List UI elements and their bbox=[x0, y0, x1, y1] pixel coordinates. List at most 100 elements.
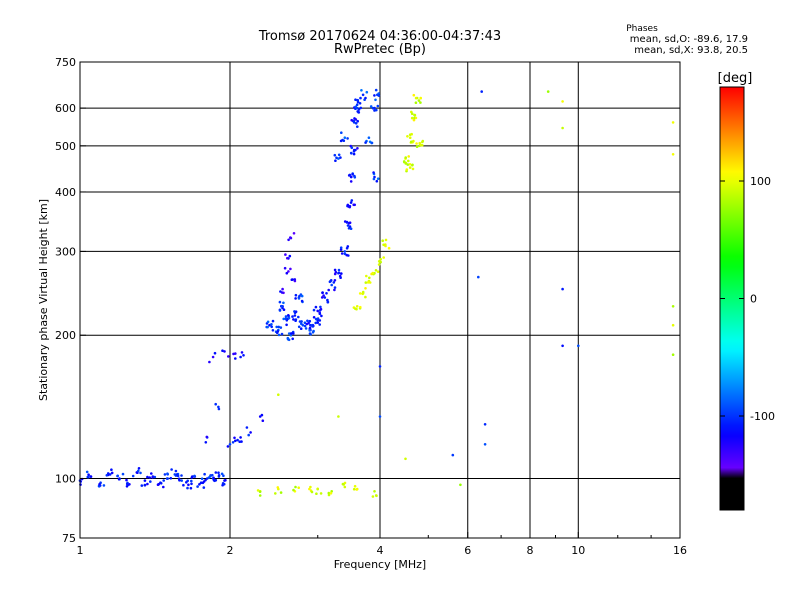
data-point bbox=[221, 482, 225, 485]
data-point bbox=[358, 102, 362, 105]
data-point bbox=[333, 268, 337, 272]
data-point bbox=[360, 89, 363, 92]
data-point bbox=[350, 118, 354, 122]
data-point bbox=[671, 323, 675, 327]
data-point bbox=[411, 167, 415, 171]
data-point bbox=[322, 294, 325, 297]
x-tick-label: 4 bbox=[377, 544, 384, 557]
data-point bbox=[186, 479, 189, 483]
data-point bbox=[339, 246, 343, 249]
colorbar-tick-label: 0 bbox=[750, 293, 757, 306]
data-point bbox=[379, 260, 383, 264]
colorbar-tick-label: -100 bbox=[750, 410, 775, 423]
data-point bbox=[205, 435, 209, 439]
data-point bbox=[131, 474, 135, 478]
data-point bbox=[330, 490, 334, 493]
data-point bbox=[477, 275, 480, 279]
data-point bbox=[125, 482, 129, 486]
data-point bbox=[102, 484, 106, 487]
data-point bbox=[355, 488, 359, 491]
data-point bbox=[256, 489, 260, 492]
data-point bbox=[189, 486, 193, 490]
data-point bbox=[284, 315, 288, 318]
data-point bbox=[178, 479, 181, 482]
data-point bbox=[326, 300, 330, 304]
data-point bbox=[370, 141, 374, 145]
data-point bbox=[384, 244, 387, 248]
colorbar-tick-label: 100 bbox=[750, 175, 771, 188]
data-point bbox=[174, 469, 178, 473]
data-point bbox=[289, 332, 293, 335]
x-tick-label: 8 bbox=[527, 544, 534, 557]
data-point bbox=[110, 468, 113, 472]
data-point bbox=[377, 92, 381, 95]
y-tick-label: 500 bbox=[55, 140, 76, 153]
data-point bbox=[337, 415, 340, 418]
data-point bbox=[414, 96, 418, 100]
data-point bbox=[186, 486, 189, 490]
data-point bbox=[85, 470, 89, 474]
data-point bbox=[128, 483, 131, 486]
data-point bbox=[150, 472, 153, 475]
data-point bbox=[297, 486, 301, 490]
data-point bbox=[372, 171, 375, 174]
x-tick-label: 16 bbox=[673, 544, 687, 557]
data-point bbox=[286, 337, 290, 341]
data-point bbox=[271, 319, 275, 323]
data-point bbox=[143, 479, 147, 482]
data-point bbox=[408, 133, 412, 136]
data-series bbox=[265, 293, 322, 342]
data-point bbox=[415, 142, 418, 145]
data-point bbox=[277, 325, 281, 329]
data-point bbox=[166, 472, 169, 476]
data-point bbox=[325, 292, 328, 295]
data-point bbox=[671, 305, 675, 308]
y-tick-label: 300 bbox=[55, 245, 76, 258]
data-point bbox=[346, 224, 350, 227]
data-point bbox=[349, 180, 353, 183]
data-point bbox=[98, 483, 101, 486]
data-point bbox=[149, 480, 152, 483]
data-point bbox=[187, 483, 190, 487]
data-point bbox=[304, 327, 308, 330]
data-point bbox=[209, 475, 212, 478]
data-point bbox=[212, 478, 216, 482]
data-point bbox=[291, 337, 295, 341]
data-point bbox=[326, 298, 329, 302]
data-point bbox=[411, 163, 414, 167]
data-point bbox=[405, 168, 409, 171]
data-point bbox=[329, 492, 333, 495]
chart-title: Tromsø 20170624 04:36:00-04:37:43 bbox=[258, 29, 501, 44]
data-point bbox=[368, 281, 372, 284]
data-point bbox=[379, 257, 383, 261]
data-point bbox=[108, 473, 112, 476]
data-point bbox=[561, 344, 564, 348]
data-point bbox=[182, 483, 185, 487]
data-point bbox=[330, 283, 334, 287]
data-point bbox=[308, 326, 312, 330]
data-point bbox=[408, 163, 412, 166]
data-point bbox=[339, 248, 343, 251]
data-point bbox=[222, 474, 225, 478]
x-axis-label: Frequency [MHz] bbox=[334, 558, 426, 571]
data-point bbox=[285, 323, 288, 327]
data-point bbox=[292, 318, 295, 321]
data-point bbox=[312, 316, 316, 319]
data-point bbox=[407, 155, 411, 158]
data-point bbox=[202, 486, 206, 489]
data-point bbox=[373, 490, 376, 493]
data-point bbox=[364, 287, 367, 290]
data-point bbox=[410, 140, 413, 144]
data-point bbox=[355, 307, 358, 311]
data-point bbox=[169, 476, 173, 480]
data-point bbox=[339, 276, 342, 280]
data-point bbox=[328, 280, 332, 284]
data-point bbox=[282, 317, 286, 321]
data-point bbox=[346, 137, 349, 140]
data-point bbox=[351, 173, 354, 176]
data-point bbox=[153, 475, 157, 479]
data-point bbox=[294, 297, 297, 300]
data-point bbox=[375, 179, 379, 183]
data-point bbox=[368, 276, 371, 280]
